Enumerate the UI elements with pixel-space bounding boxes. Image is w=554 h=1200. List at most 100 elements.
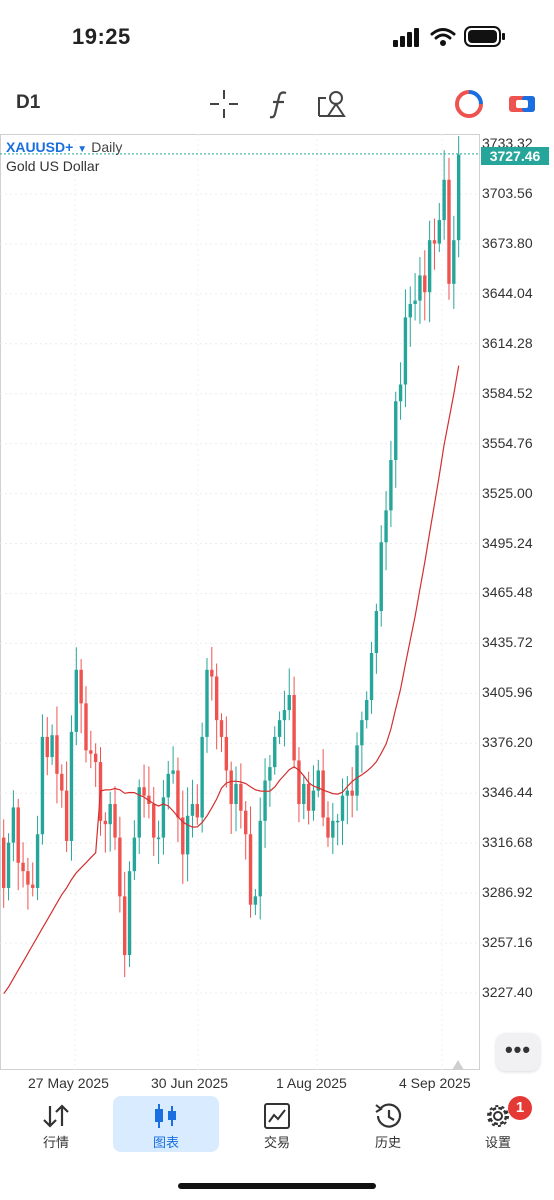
nav-settings[interactable]: 设置 <box>446 1096 550 1152</box>
candle-body <box>219 720 224 737</box>
price-label: 3465.48 <box>482 584 533 601</box>
more-button[interactable]: ••• <box>496 1033 540 1071</box>
symbol-dropdown-icon[interactable]: ▼ <box>77 144 88 155</box>
candle-body <box>456 154 461 241</box>
moving-average-line <box>3 365 460 995</box>
candle-body <box>55 735 59 774</box>
candle-body <box>244 810 248 835</box>
symbol-description: Gold US Dollar <box>6 158 100 174</box>
timeframe-label: Daily <box>91 139 123 155</box>
candle-body <box>263 780 267 821</box>
price-label: 3673.80 <box>482 234 533 251</box>
candle-body <box>418 275 422 301</box>
price-label: 3346.44 <box>482 784 533 801</box>
candle-body <box>340 795 345 821</box>
nav-chart[interactable]: 图表 <box>113 1096 219 1152</box>
symbol-name[interactable]: XAUUSD+ <box>6 139 74 155</box>
candle-body <box>321 770 325 818</box>
candle-body <box>224 736 229 771</box>
candle-body <box>268 767 272 781</box>
chart-shift-icon[interactable] <box>452 1060 464 1070</box>
date-label: 1 Aug 2025 <box>276 1075 347 1091</box>
candlestick-chart[interactable] <box>0 134 480 1070</box>
candle-body <box>21 862 25 872</box>
candle-body <box>408 303 412 318</box>
price-label: 3614.28 <box>482 334 533 351</box>
candle-body <box>123 896 127 956</box>
candle-body <box>282 710 287 721</box>
candle-body <box>185 815 190 855</box>
candle-body <box>142 787 146 796</box>
candle-body <box>108 804 112 825</box>
candle-body <box>195 804 199 818</box>
candle-body <box>234 783 238 805</box>
price-label: 3644.04 <box>482 284 533 301</box>
candle-body <box>365 699 369 721</box>
candle-body <box>210 669 214 677</box>
symbol-header[interactable]: XAUUSD+ ▼ Daily <box>6 139 122 155</box>
candle-body <box>35 834 40 888</box>
candle-body <box>379 542 383 612</box>
price-label: 3525.00 <box>482 484 533 501</box>
battery-icon <box>464 26 505 47</box>
candle-body <box>40 736 45 835</box>
candle-body <box>152 804 156 838</box>
price-label: 3554.76 <box>482 434 533 451</box>
candle-body <box>287 694 291 711</box>
candle-body <box>16 807 20 863</box>
nav-quotes[interactable]: 行情 <box>4 1096 108 1152</box>
candle-body <box>50 735 54 758</box>
price-label: 3703.56 <box>482 184 533 201</box>
candle-body <box>355 745 359 796</box>
date-label: 27 May 2025 <box>28 1075 109 1091</box>
status-time: 19:25 <box>72 24 131 49</box>
candle-body <box>31 884 35 888</box>
wifi-icon <box>430 28 456 46</box>
candle-body <box>306 783 311 811</box>
candle-body <box>190 804 195 816</box>
candle-body <box>45 736 49 758</box>
date-label: 30 Jun 2025 <box>151 1075 229 1091</box>
price-label: 3257.16 <box>482 934 533 951</box>
candle-body <box>369 653 374 700</box>
candle-body <box>239 783 243 811</box>
candle-body <box>389 460 393 511</box>
candle-body <box>181 817 185 855</box>
function-icon[interactable] <box>262 86 298 122</box>
nav-history-label: 历史 <box>374 1135 401 1150</box>
chart-area[interactable] <box>0 134 480 1070</box>
candle-body <box>103 820 108 825</box>
candle-body <box>132 837 137 872</box>
nav-history[interactable]: 历史 <box>336 1096 440 1152</box>
candle-body <box>345 790 350 796</box>
current-price-tag: 3727.46 <box>481 147 549 165</box>
candle-body <box>93 753 98 763</box>
candle-body <box>316 770 320 791</box>
candle-body <box>156 837 161 840</box>
settings-icon <box>487 1105 509 1127</box>
candle-body <box>258 820 262 897</box>
candle-body <box>302 783 306 805</box>
candle-body <box>413 300 417 304</box>
chart-icon <box>155 1104 176 1128</box>
candle-body <box>26 871 30 885</box>
candle-body <box>447 179 451 284</box>
nav-settings-label: 设置 <box>484 1135 511 1150</box>
crosshair-icon[interactable] <box>206 86 242 122</box>
nav-trade[interactable]: 交易 <box>225 1096 329 1152</box>
history-icon <box>375 1103 402 1128</box>
candle-body <box>176 770 180 818</box>
price-label: 3286.92 <box>482 884 533 901</box>
candle-body <box>331 820 335 838</box>
candle-body <box>166 773 170 798</box>
candle-body <box>200 736 204 818</box>
timeframe-button[interactable]: D1 <box>16 92 41 113</box>
candle-body <box>60 773 64 791</box>
nav-quotes-label: 行情 <box>42 1135 69 1150</box>
objects-icon[interactable] <box>314 86 350 122</box>
candle-body <box>248 834 253 905</box>
chart-type-icon[interactable] <box>451 86 487 122</box>
candle-body <box>427 240 432 293</box>
quotes-icon <box>43 1104 69 1128</box>
trade-mode-icon[interactable] <box>504 86 540 122</box>
